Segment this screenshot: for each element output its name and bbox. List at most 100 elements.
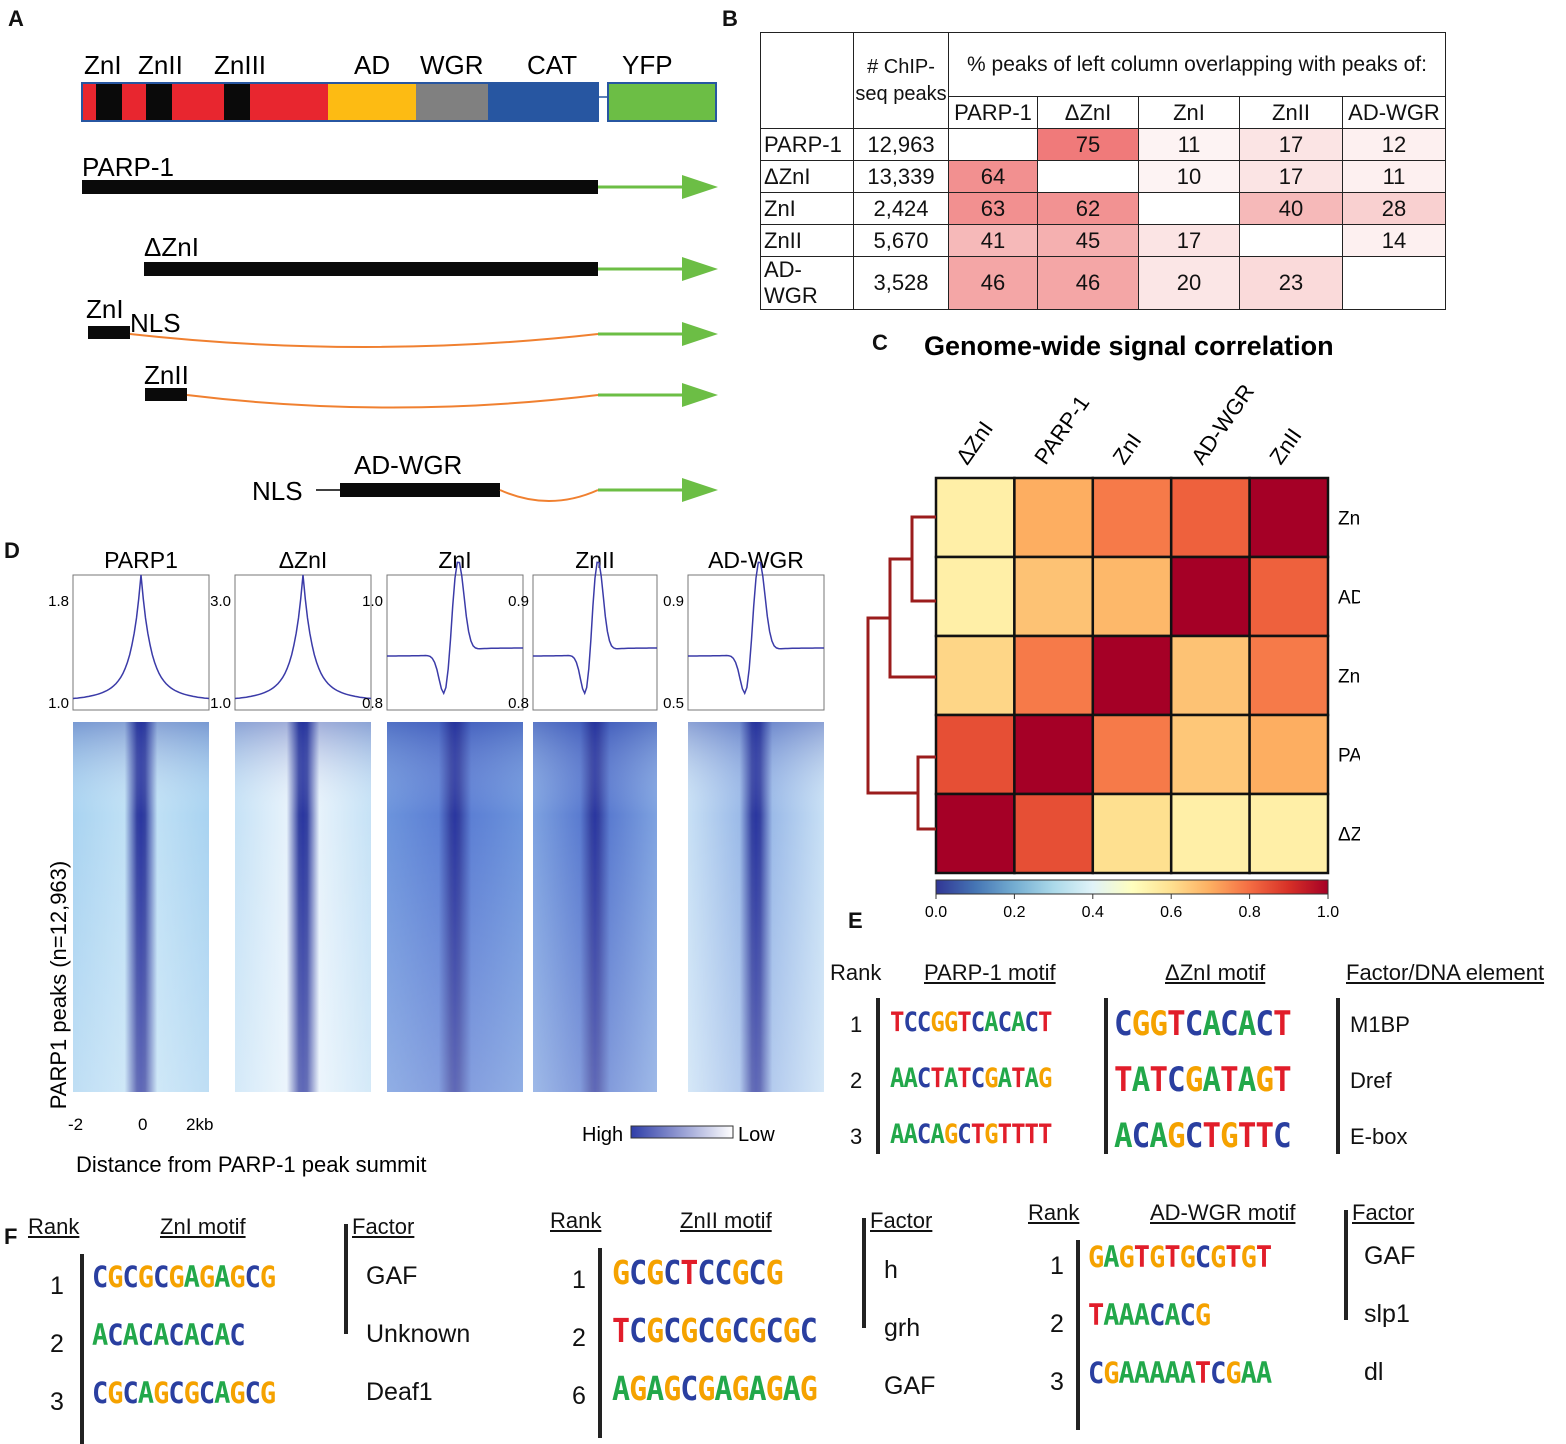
col-header: ZnI [1138,96,1240,129]
construct-znii: ZnII [144,360,718,409]
sequence-logo: AGAGCGAGAGAG [612,1370,818,1409]
f-rank: 2 [572,1324,586,1352]
signal-heatmap-shade [73,722,209,1092]
heatmap-cell [1169,476,1251,559]
heatmap-col-label: PARP-1 [1029,391,1094,469]
e-divider [876,998,880,1154]
sequence-logo: TCCGGTCACACT [890,1006,1052,1038]
heatmap-title: Genome-wide signal correlation [924,331,1334,361]
f-rank: 1 [1050,1252,1064,1280]
f-header-motif: ZnII motif [680,1208,772,1233]
e-divider [1104,998,1108,1154]
f-motif: GCGCTCCGCG [612,1254,784,1293]
heatmap-cell [934,476,1016,559]
heatmap-cell [1013,634,1095,717]
correlation-heatmap: Genome-wide signal correlation ΔZnI PARP-… [866,331,1360,920]
colorbar-tick-label: 0.6 [1160,904,1182,920]
f-motif: CGAAAAATCGAA [1088,1356,1272,1391]
sequence-logo: CGCGCGAGAGCG [92,1260,276,1295]
domain-label-zniii: ZnIII [214,50,266,80]
f-factor: dl [1364,1358,1384,1386]
heatmap-row-label: PARP-1 [1338,746,1360,767]
e-rank: 1 [850,1012,863,1037]
colorbar-tick-label: 1.0 [1317,904,1339,920]
profile-group: ZnII 0.9 0.8 [508,547,658,1092]
heatmap-cell [1248,634,1330,717]
panel-letter-c: C [872,330,888,355]
f-factor: Unknown [366,1320,471,1348]
sequence-logo: TAAACACG [1088,1298,1211,1333]
profile-ytick-top: 1.8 [48,593,69,610]
heatmap-row-label: ZnII [1338,509,1360,530]
heatmap-col-label: ΔZnI [951,416,998,468]
domain-label-wgr: WGR [420,50,484,80]
heatmap-cell [934,555,1016,638]
domain-label-cat: CAT [527,50,577,80]
f-header-factor: Factor [352,1214,415,1239]
heatmap-cell [1013,792,1095,875]
profile-box [386,574,524,711]
table-row: ΔZnI 13,339 64 10 17 11 [760,160,1446,193]
x-tick-label: -2 [68,1115,83,1134]
x-tick-label: 0 [138,1115,147,1134]
dendrogram [866,515,936,831]
profile-title: ΔZnI [279,547,328,573]
heatmap-cell [1169,713,1251,796]
profile-ytick-bottom: 0.8 [362,695,383,712]
signal-heatmap-shade [387,722,523,1092]
peak-overlap-table: # ChIP-seq peaks % peaks of left column … [760,32,1446,310]
f-rank: 2 [1050,1310,1064,1338]
heatmap-cell [1013,713,1095,796]
sequence-logo: GAGTGTGCGTGT [1088,1240,1272,1275]
e-parp-motif: TCCGGTCACACT [890,1006,1052,1038]
construct-ad-wgr: NLS AD-WGR [252,450,718,506]
heatmap-cell [934,713,1016,796]
svg-text:NLS: NLS [130,308,181,338]
f-header-factor: Factor [870,1208,933,1233]
profile-ytick-top: 0.9 [663,593,684,610]
profile-title: AD-WGR [708,547,804,573]
f-factor: grh [884,1314,921,1342]
heatmap-cell [1169,634,1251,717]
e-divider [1336,998,1340,1154]
col-header: PARP-1 [948,96,1038,129]
f-motif: CGCGCGAGAGCG [92,1260,276,1295]
e-rank: 2 [850,1068,863,1093]
f-motif: AGAGCGAGAGAG [612,1370,818,1409]
col-header: ΔZnI [1037,96,1139,129]
panel-letter-e: E [848,908,863,933]
panel-letter-b: B [722,6,738,31]
f-factor: GAF [1364,1242,1416,1270]
heatmap-cell [1248,713,1330,796]
domain-label-zni: ZnI [84,50,122,80]
f-divider [1344,1210,1348,1320]
f-motif: TCGCGCGCGCGC [612,1312,818,1351]
profile-line [533,561,657,696]
sequence-logo: CGAAAAATCGAA [1088,1356,1272,1391]
profile-box [72,574,210,711]
f-divider [1076,1240,1080,1430]
sequence-logo: ACACACACAC [92,1318,246,1353]
profile-title: ZnI [438,547,471,573]
f-header-rank: Rank [550,1208,602,1233]
panel-letter-d: D [4,538,20,563]
legend-high: High [582,1124,623,1146]
domain-label-yfp: YFP [622,50,673,80]
domain-label-ad: AD [354,50,390,80]
colorbar-tick-label: 0.4 [1082,904,1104,920]
sequence-logo: TCGCGCGCGCGC [612,1312,818,1351]
panel-letter-a: A [8,6,24,31]
e-factor: M1BP [1350,1012,1410,1037]
f-rank: 1 [50,1272,64,1300]
f-header-motif: AD-WGR motif [1150,1200,1296,1225]
profile-ytick-bottom: 0.5 [663,695,684,712]
heatmap-cell [1013,555,1095,638]
f-header-rank: Rank [28,1214,80,1239]
sequence-logo: ACAGCTGTTC [1114,1116,1292,1156]
heatmap-col-label: ZnI [1108,428,1147,468]
profile-box [687,574,825,711]
heatmap-col-label: AD-WGR [1186,379,1259,468]
svg-text:NLS: NLS [252,476,303,506]
svg-text:ZnI: ZnI [86,294,124,324]
e-header-parp-motif: PARP-1 motif [924,960,1056,985]
